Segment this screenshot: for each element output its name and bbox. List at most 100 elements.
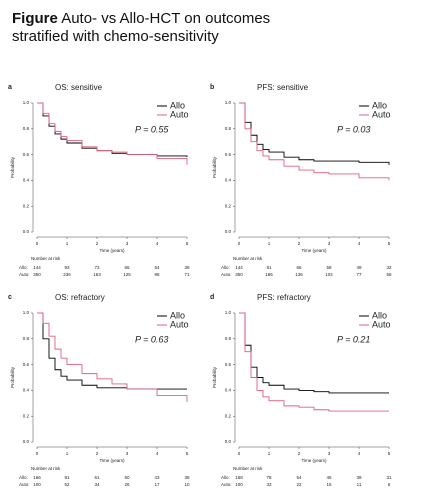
y-axis-label: Probability [212, 156, 217, 178]
risk-value: 15 [326, 482, 332, 487]
risk-row-label: Auto: [19, 272, 30, 277]
x-axis-label: Time (years) [301, 458, 327, 463]
y-tick-label: 1.0 [225, 310, 232, 315]
x-axis-label: Time (years) [99, 248, 125, 253]
risk-value: 56 [386, 272, 392, 277]
risk-value: 34 [94, 482, 100, 487]
legend-label: Allo [372, 310, 387, 320]
survival-curve [239, 312, 389, 412]
survival-curve [37, 102, 188, 165]
x-tick-label: 0 [36, 451, 39, 456]
x-tick-label: 0 [36, 241, 39, 246]
risk-value: 73 [94, 265, 100, 270]
survival-curve [37, 312, 187, 390]
x-tick-label: 2 [298, 451, 301, 456]
x-tick-label: 5 [388, 241, 391, 246]
figure-label: Figure [12, 10, 58, 27]
x-tick-label: 4 [358, 451, 361, 456]
risk-value: 236 [63, 272, 71, 277]
panel-title: PFS: refractory [257, 293, 311, 302]
risk-value: 35 [184, 475, 190, 480]
x-tick-label: 4 [358, 241, 361, 246]
y-tick-label: 0.8 [225, 336, 232, 341]
y-tick-label: 0.6 [225, 362, 232, 367]
x-tick-label: 3 [126, 241, 129, 246]
p-value: P = 0.03 [337, 124, 370, 134]
panel-title: OS: sensitive [55, 83, 103, 92]
y-tick-label: 0.0 [225, 229, 232, 234]
y-tick-label: 0.0 [23, 229, 30, 234]
risk-value: 168 [235, 475, 243, 480]
x-tick-label: 4 [156, 451, 159, 456]
risk-value: 45 [326, 475, 332, 480]
x-tick-label: 2 [96, 451, 99, 456]
x-tick-label: 1 [268, 241, 271, 246]
x-tick-label: 0 [238, 451, 241, 456]
y-axis-label: Probability [10, 366, 15, 388]
risk-value: 11 [357, 482, 362, 487]
y-tick-label: 0.2 [23, 413, 30, 418]
panel-title: PFS: sensitive [257, 83, 309, 92]
x-tick-label: 1 [66, 241, 69, 246]
risk-value: 136 [295, 272, 303, 277]
risk-value: 66 [296, 265, 302, 270]
y-tick-label: 0.8 [225, 126, 232, 131]
y-tick-label: 0.4 [225, 178, 232, 183]
risk-value: 166 [33, 475, 41, 480]
y-tick-label: 0.4 [23, 178, 30, 183]
risk-row-label: Allo: [19, 475, 28, 480]
legend-label: Auto [372, 109, 391, 119]
x-tick-label: 4 [156, 241, 159, 246]
risk-value: 10 [184, 482, 190, 487]
risk-value: 65 [124, 265, 130, 270]
legend-label: Auto [170, 319, 189, 329]
y-tick-label: 1.0 [23, 310, 30, 315]
risk-row-label: Allo: [19, 265, 28, 270]
risk-value: 54 [296, 475, 302, 480]
risk-value: 81 [64, 475, 70, 480]
risk-row-label: Auto: [221, 482, 232, 487]
title-line: stratified with chemo-sensitivity [12, 28, 219, 45]
risk-value: 39 [356, 475, 362, 480]
y-tick-label: 0.2 [225, 413, 232, 418]
p-value: P = 0.63 [135, 334, 168, 344]
x-axis-label: Time (years) [99, 458, 125, 463]
y-tick-label: 0.6 [225, 152, 232, 157]
title-line: Auto- vs Allo-HCT on outcomes [61, 10, 271, 27]
risk-value: 17 [154, 482, 160, 487]
risk-value: 186 [265, 272, 273, 277]
y-axis-label: Probability [212, 366, 217, 388]
y-tick-label: 0.0 [225, 439, 232, 444]
x-tick-label: 5 [186, 451, 189, 456]
risk-row-label: Auto: [19, 482, 30, 487]
x-axis-label: Time (years) [301, 248, 327, 253]
risk-value: 81 [266, 265, 272, 270]
y-tick-label: 0.0 [23, 439, 30, 444]
x-tick-label: 2 [298, 241, 301, 246]
p-value: P = 0.55 [135, 124, 169, 134]
y-tick-label: 0.8 [23, 336, 30, 341]
risk-value: 50 [124, 475, 130, 480]
risk-row-label: Allo: [221, 265, 230, 270]
risk-value: 32 [386, 265, 392, 270]
risk-title: Number at risk [233, 256, 263, 261]
risk-title: Number at risk [31, 256, 61, 261]
risk-value: 163 [93, 272, 101, 277]
risk-value: 350 [33, 272, 41, 277]
risk-value: 98 [154, 272, 160, 277]
x-tick-label: 2 [96, 241, 99, 246]
risk-value: 58 [326, 265, 332, 270]
p-value: P = 0.21 [337, 334, 370, 344]
risk-value: 78 [266, 475, 272, 480]
risk-value: 144 [33, 265, 41, 270]
y-tick-label: 0.4 [23, 388, 30, 393]
risk-value: 33 [266, 482, 272, 487]
y-tick-label: 0.8 [23, 126, 30, 131]
x-tick-label: 5 [388, 451, 391, 456]
risk-title: Number at risk [233, 466, 263, 471]
legend-label: Allo [170, 310, 185, 320]
risk-value: 6 [388, 482, 391, 487]
survival-curve [239, 102, 390, 181]
